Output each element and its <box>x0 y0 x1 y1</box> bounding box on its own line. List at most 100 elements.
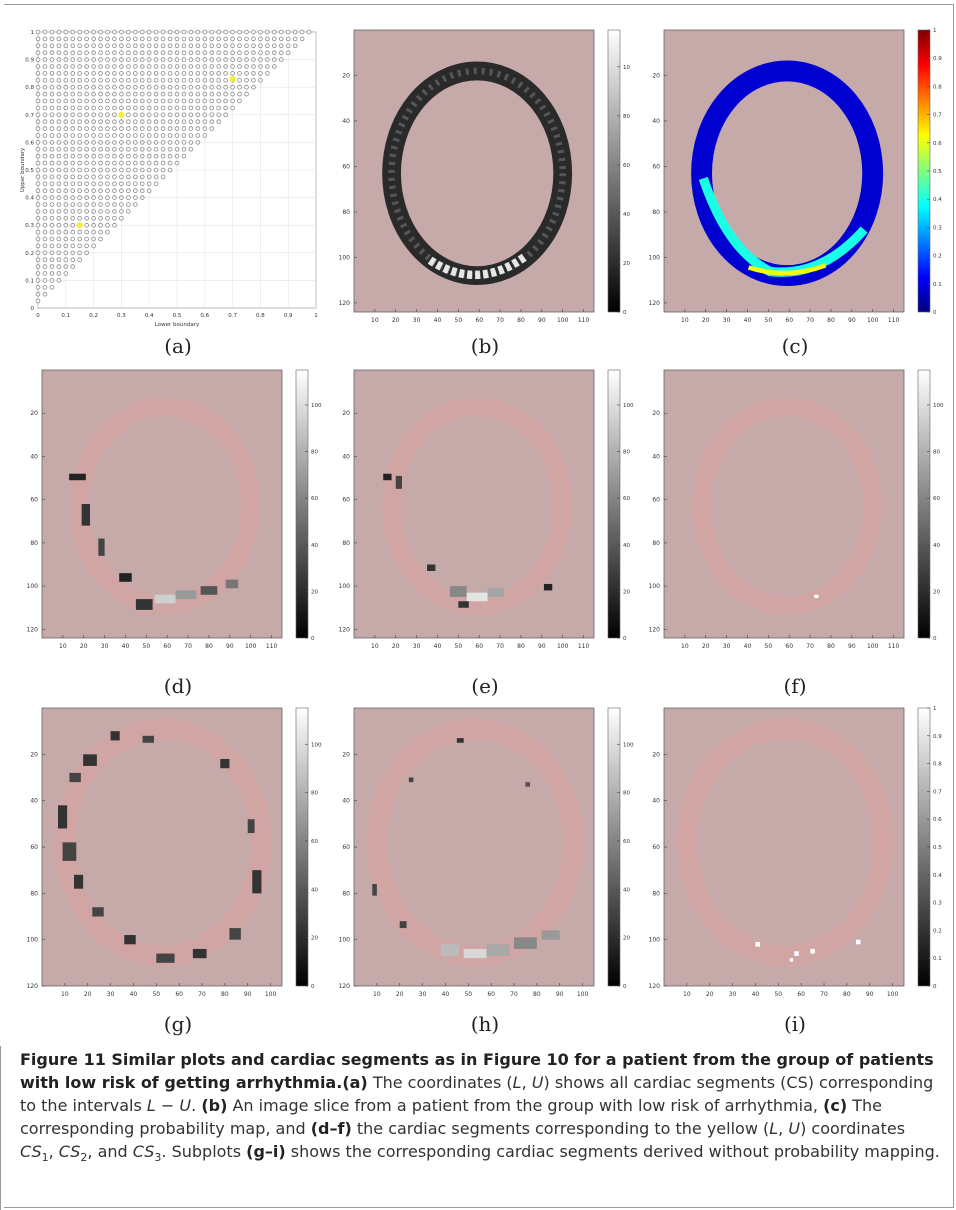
lu-marker <box>244 50 249 56</box>
y-tick-label: 20 <box>652 751 660 758</box>
lu-marker <box>251 29 256 35</box>
lu-marker <box>42 167 48 173</box>
segment-pixel-cluster <box>399 921 407 929</box>
x-tick-label: 110 <box>578 643 590 650</box>
lu-marker <box>119 43 124 49</box>
lu-marker <box>167 36 173 42</box>
caption-gi-label: (g–i) <box>246 1142 286 1161</box>
y-tick-label: 60 <box>652 163 660 170</box>
y-tick-label: 0.4 <box>25 196 34 202</box>
lu-marker <box>63 209 69 214</box>
lu-marker <box>237 91 242 97</box>
x-tick-label: 100 <box>887 991 899 998</box>
lu-marker <box>42 229 48 235</box>
lu-marker <box>49 278 55 283</box>
lu-marker <box>105 147 110 152</box>
lu-marker <box>91 153 96 159</box>
caption-var-l-3: L <box>769 1119 779 1138</box>
lu-marker <box>35 250 41 256</box>
lu-marker <box>146 77 152 83</box>
lu-marker <box>98 84 103 90</box>
segment-pixel-cluster <box>456 738 464 743</box>
x-tick-label: 70 <box>820 991 828 998</box>
lu-marker <box>105 229 110 235</box>
x-tick-label: 80 <box>517 643 525 650</box>
y-tick-label: 40 <box>652 453 660 460</box>
lu-marker <box>112 119 117 124</box>
lu-marker <box>112 105 117 111</box>
y-tick-label: 100 <box>339 937 351 944</box>
lu-marker <box>98 167 103 173</box>
lu-marker <box>160 147 166 152</box>
lu-marker <box>77 229 82 235</box>
lu-marker <box>167 160 173 166</box>
lu-marker <box>167 167 173 173</box>
caption-rule <box>0 1046 1 1210</box>
lu-marker <box>258 43 263 49</box>
colorbar <box>295 369 309 639</box>
segment-pixel-cluster <box>856 939 861 945</box>
lu-marker <box>77 84 82 90</box>
lu-marker <box>56 271 62 276</box>
lu-marker <box>98 119 103 124</box>
lu-marker <box>105 50 110 56</box>
lu-marker <box>306 29 312 35</box>
panel-f-cardiac-segment-3: 10 20 30 40 50 60 70 80 90 100 110 20 40 60 80 100 120 0 2… <box>640 366 950 672</box>
lu-marker <box>209 57 215 62</box>
lu-marker <box>105 209 110 214</box>
panel-label-a: (a) <box>164 334 192 358</box>
lu-marker <box>91 222 96 228</box>
x-tick-label: 70 <box>198 991 206 998</box>
lu-marker <box>202 29 208 35</box>
lu-marker <box>42 264 48 269</box>
lu-marker <box>35 174 41 180</box>
x-tick-label: 20 <box>702 643 710 650</box>
caption-c-label: (c) <box>823 1096 848 1115</box>
x-tick-label: 80 <box>205 643 213 650</box>
y-tick-label: 0.6 <box>25 140 34 146</box>
lu-marker <box>70 209 76 214</box>
scatter-plot-lu-coordinates: 0 0.1 0.2 0.3 0.4 0.5 0.6 0.7 0.8 0.9 1 0 0.1 0.2 0.3 0… <box>20 29 318 328</box>
segment-pixel-cluster <box>487 588 505 597</box>
lu-marker <box>91 126 96 131</box>
lu-marker <box>195 91 201 97</box>
lu-marker <box>49 147 55 152</box>
lu-marker <box>56 105 62 111</box>
caption-title: Figure 11 Similar plots and cardiac segm… <box>20 1050 934 1092</box>
lu-marker <box>105 71 110 76</box>
lu-marker <box>167 133 173 138</box>
lu-marker <box>70 64 76 69</box>
segment-pixel-cluster <box>427 564 436 571</box>
image-slice-heatmap: 10 20 30 40 50 60 70 80 90 100 110 20 40 60 80 100 120 0 2… <box>339 29 630 324</box>
lu-marker <box>223 91 228 97</box>
lu-marker <box>126 77 131 83</box>
lu-marker <box>237 84 242 90</box>
lu-marker <box>77 236 82 242</box>
heatmap-background <box>41 707 283 987</box>
segment-pixel-cluster <box>229 928 241 940</box>
lu-marker <box>63 153 69 159</box>
lu-marker <box>70 98 76 104</box>
y-tick-label: 100 <box>27 583 39 590</box>
x-tick-label: 30 <box>413 317 421 324</box>
segment-pixel-cluster <box>252 870 262 894</box>
lu-marker <box>188 84 194 90</box>
lu-marker <box>84 236 89 242</box>
x-tick-label: 60 <box>785 317 793 324</box>
x-tick-label: 50 <box>774 991 782 998</box>
lu-marker <box>77 188 82 194</box>
lu-marker <box>98 43 103 49</box>
caption-gi-text: shows the corresponding cardiac segments… <box>285 1142 940 1161</box>
cardiac-segment-heatmap-f: 10 20 30 40 50 60 70 80 90 100 110 20 40 60 80 100 120 0 2… <box>649 369 944 650</box>
lu-marker <box>56 77 62 83</box>
lu-marker <box>271 64 277 69</box>
lu-marker <box>56 209 62 214</box>
segment-pixel-cluster <box>110 731 120 741</box>
lu-marker <box>285 43 291 49</box>
lu-marker <box>63 195 69 200</box>
lu-marker <box>42 147 48 152</box>
lu-marker <box>237 50 242 56</box>
lu-marker <box>35 257 41 263</box>
x-tick-label: 30 <box>101 643 109 650</box>
lu-marker <box>77 216 82 221</box>
